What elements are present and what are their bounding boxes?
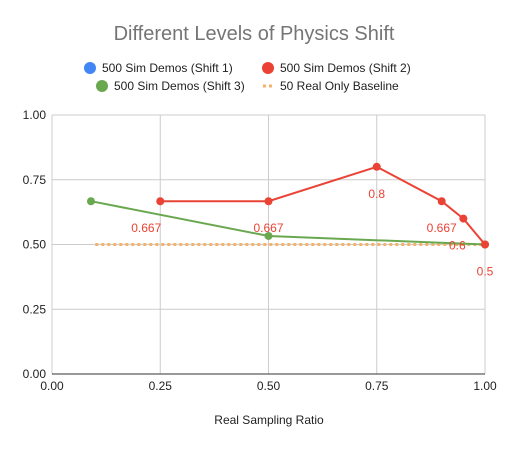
legend-swatch <box>96 80 108 92</box>
x-tick-label: 1.00 <box>473 379 497 393</box>
data-point <box>437 197 446 206</box>
series-line <box>160 165 486 246</box>
chart-title: Different Levels of Physics Shift <box>114 23 395 45</box>
x-tick-label: 0.50 <box>257 379 281 393</box>
data-point <box>86 197 95 206</box>
data-point <box>264 197 273 206</box>
series-layer: 0.667 0.667 0.8 0.667 0.6 0.5 <box>86 162 494 279</box>
x-tick-label: 0.75 <box>365 379 389 393</box>
y-tick-label: 1.00 <box>23 108 47 122</box>
data-label: 0.667 <box>427 221 457 235</box>
x-axis-label: Real Sampling Ratio <box>214 413 324 427</box>
y-tick-label: 0.25 <box>23 302 47 316</box>
legend-label: 500 Sim Demos (Shift 2) <box>280 61 411 75</box>
data-label: 0.667 <box>131 221 161 235</box>
legend: 500 Sim Demos (Shift 1) 500 Sim Demos (Sh… <box>84 61 411 93</box>
y-tick-label: 0.00 <box>23 367 47 381</box>
x-tick-label: 0.25 <box>149 379 173 393</box>
legend-label: 500 Sim Demos (Shift 3) <box>114 79 245 93</box>
y-tick-label: 0.75 <box>23 173 47 187</box>
data-label: 0.6 <box>449 239 466 253</box>
data-point <box>372 162 381 171</box>
legend-label: 50 Real Only Baseline <box>280 79 399 93</box>
data-point <box>481 240 489 249</box>
axes: 0.00 0.25 0.50 0.75 1.00 0.00 0.25 0.50 0.75 1.00 <box>23 108 497 393</box>
data-point <box>156 197 165 206</box>
legend-label: 500 Sim Demos (Shift 1) <box>102 61 233 75</box>
legend-swatch <box>84 62 96 74</box>
data-label: 0.667 <box>253 221 283 235</box>
y-tick-label: 0.50 <box>23 238 47 252</box>
data-label: 0.8 <box>368 187 385 201</box>
legend-swatch <box>262 62 274 74</box>
data-point <box>264 231 273 240</box>
data-point <box>459 214 468 223</box>
x-tick-label: 0.00 <box>40 379 64 393</box>
data-label: 0.5 <box>477 265 494 279</box>
